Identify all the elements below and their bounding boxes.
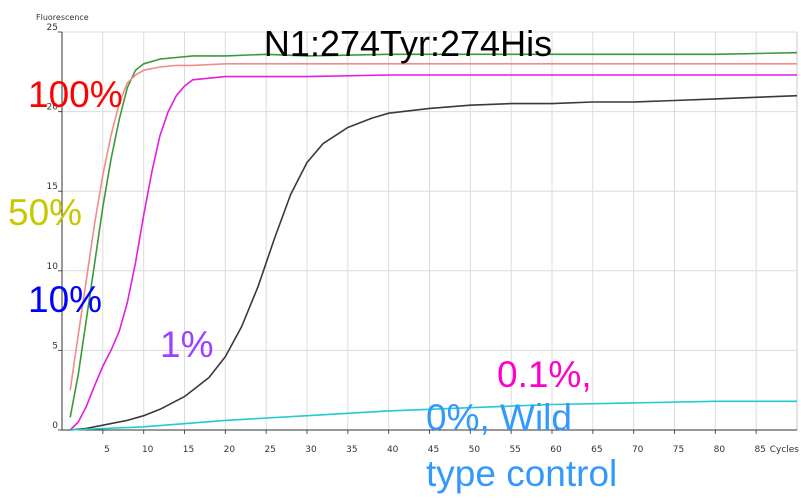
x-tick-label: 45 xyxy=(428,445,439,455)
annotation-label: 10% xyxy=(28,279,102,320)
x-tick-label: 75 xyxy=(673,445,684,455)
annotation-label: 100% xyxy=(28,74,123,115)
annotation-label: 0%, Wild xyxy=(426,397,572,438)
y-tick-label: 0 xyxy=(52,421,58,431)
axes: 5 10 15 20 25 30 35 40 45 50 55 60 65 70 75 80 85 0 5 10 15 2… xyxy=(36,13,799,455)
x-tick-label: 80 xyxy=(714,445,726,455)
x-tick-label: 85 xyxy=(754,445,765,455)
x-tick-label: 15 xyxy=(183,445,194,455)
y-tick-label: 5 xyxy=(52,341,58,351)
chart-title: N1:274Tyr:274His xyxy=(264,23,552,64)
x-tick-label: 50 xyxy=(469,445,481,455)
series-line-2 xyxy=(69,74,797,431)
series-line-1 xyxy=(69,63,797,391)
x-tick-label: 40 xyxy=(387,445,399,455)
series-line-3 xyxy=(70,94,798,431)
grid xyxy=(61,31,798,431)
x-tick-label: 5 xyxy=(104,445,110,455)
annotation-label: type control xyxy=(426,453,617,494)
series-lines xyxy=(69,51,798,431)
y-tick-label: 20 xyxy=(47,103,59,113)
x-tick-label: 65 xyxy=(591,445,602,455)
annotation-label: 0.1%, xyxy=(497,354,592,395)
y-tick-label: 25 xyxy=(47,23,58,33)
series-line-0 xyxy=(69,51,798,418)
labels: N1:274Tyr:274His 100% 50% 10% 1% 0.1%,0%, Wil… xyxy=(8,23,617,494)
x-axis-label: Cycles xyxy=(770,445,800,455)
x-tick-label: 20 xyxy=(224,445,236,455)
annotation-label: 50% xyxy=(8,192,82,233)
x-tick-label: 10 xyxy=(142,445,154,455)
x-tick-label: 70 xyxy=(632,445,644,455)
x-tick-label: 30 xyxy=(305,445,317,455)
x-tick-label: 60 xyxy=(550,445,562,455)
annotation-label: 1% xyxy=(160,324,213,365)
x-tick-label: 55 xyxy=(509,445,520,455)
y-tick-label: 10 xyxy=(47,262,59,272)
x-tick-label: 25 xyxy=(264,445,275,455)
y-tick-label: 15 xyxy=(47,182,58,192)
x-tick-label: 35 xyxy=(346,445,357,455)
series-line-4 xyxy=(70,400,797,431)
y-axis-label: Fluorescence xyxy=(36,13,89,22)
